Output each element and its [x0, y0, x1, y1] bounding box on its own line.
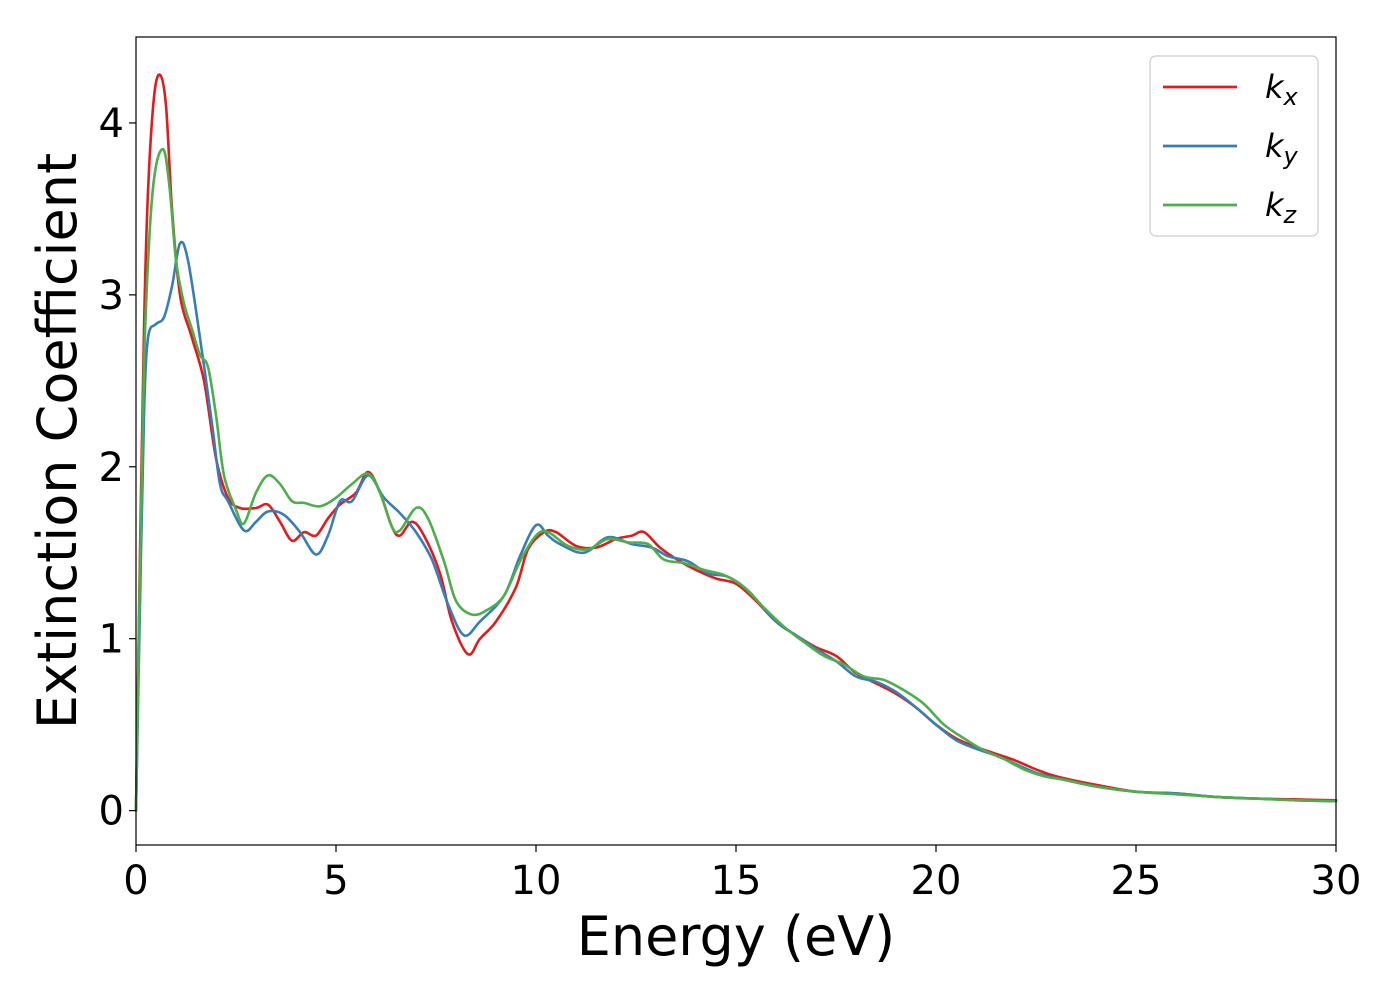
y-tick-label: 1 [99, 617, 124, 663]
series-line-y [134, 240, 1338, 812]
x-axis-title: Energy (eV) [577, 905, 896, 968]
series-layer [134, 73, 1338, 812]
x-tick-label: 10 [511, 858, 562, 904]
y-tick-label: 0 [99, 789, 124, 835]
series-line-z [134, 148, 1338, 812]
legend-label-x: kx [1265, 68, 1299, 111]
x-tick-label: 25 [1111, 858, 1162, 904]
x-tick-label: 5 [323, 858, 348, 904]
y-axis-title: Extinction Coefficient [26, 153, 89, 729]
series-line-x [134, 73, 1338, 812]
y-tick-label: 2 [99, 445, 124, 491]
x-tick-label: 30 [1311, 858, 1362, 904]
x-tick-label: 0 [123, 858, 148, 904]
y-axis-ticks: 0 1 2 3 4 [99, 101, 136, 835]
x-tick-label: 20 [911, 858, 962, 904]
y-tick-label: 3 [99, 273, 124, 319]
x-axis-ticks: 0 5 10 15 20 25 30 [123, 845, 1361, 904]
legend-label-y: ky [1265, 127, 1299, 170]
y-tick-label: 4 [99, 101, 124, 147]
x-tick-label: 15 [711, 858, 762, 904]
